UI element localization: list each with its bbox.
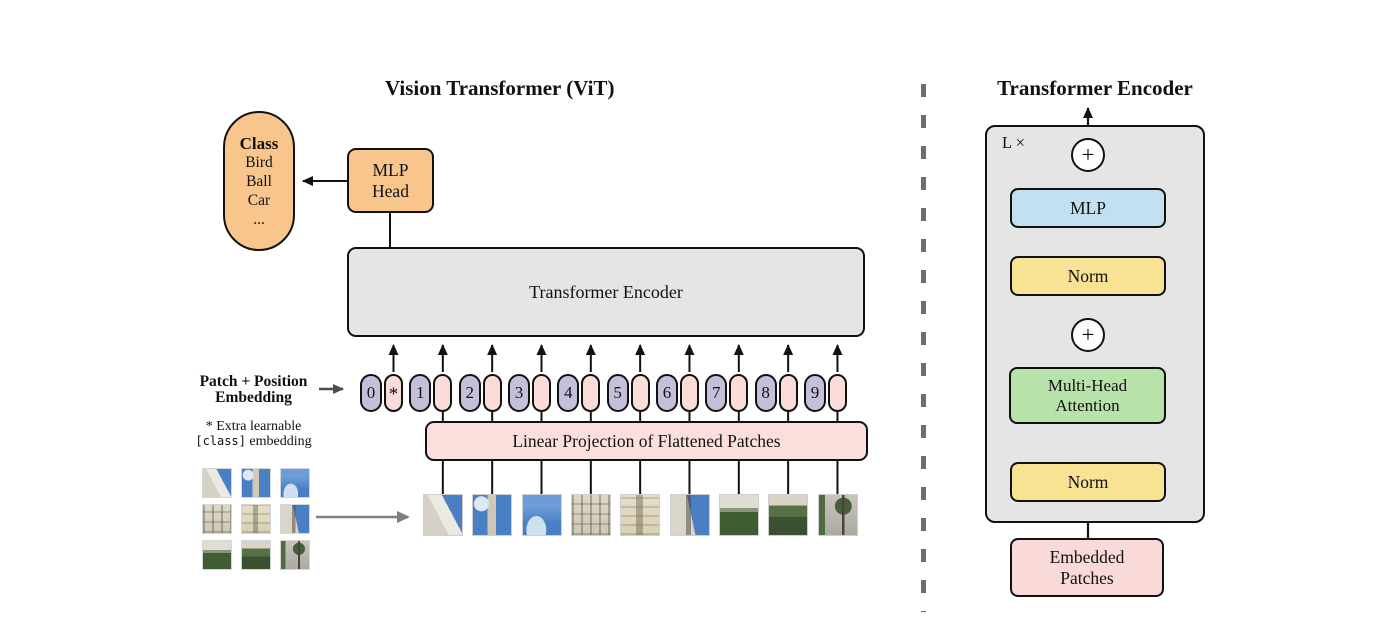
- left-panel-title: Vision Transformer (ViT): [385, 76, 615, 100]
- position-embedding-pill: 0: [360, 374, 382, 412]
- mlp-block: MLP: [1010, 188, 1166, 228]
- footnote-line2: [class] embedding: [195, 434, 312, 449]
- patch-embedding-pill: [630, 374, 650, 412]
- token-pair-4: 4: [557, 374, 601, 412]
- mlp-head-line2: Head: [372, 180, 409, 201]
- class-pill-item: Bird: [245, 153, 273, 171]
- token-pair-6: 6: [656, 374, 699, 412]
- loop-count-label: L ×: [1002, 133, 1025, 152]
- grid-cell-facade-windows: [202, 504, 232, 534]
- residual-add-top: +: [1071, 138, 1105, 172]
- patch-embedding-pill: [581, 374, 601, 412]
- image-patch-tower-sky: [472, 494, 513, 536]
- position-embedding-pill: 7: [705, 374, 728, 412]
- token-pair-1: 1: [409, 374, 453, 412]
- image-patch-garden-building: [718, 494, 759, 536]
- class-pill-item: Car: [247, 191, 271, 209]
- residual-add-bottom: +: [1071, 318, 1105, 352]
- image-patch-facade-windows: [570, 494, 611, 536]
- patch-embedding-pill: [482, 374, 502, 412]
- token-pair-3: 3: [508, 374, 551, 412]
- patch-position-embedding-label: Patch + Position Embedding: [199, 373, 308, 406]
- embedded-patches-box: Embedded Patches: [1010, 538, 1164, 597]
- grid-cell-building-corner-sky: [202, 468, 232, 498]
- position-embedding-pill: 2: [458, 374, 481, 412]
- grid-cell-facade-tower: [241, 504, 271, 534]
- mlp-head-box: MLP Head: [347, 148, 434, 213]
- class-token-code: [class]: [195, 434, 246, 448]
- position-embedding-pill: 5: [606, 374, 629, 412]
- image-patch-hedge-building: [768, 494, 809, 536]
- patch-embedding-pill: [433, 374, 453, 412]
- patch-embedding-pill: [532, 374, 551, 412]
- patch-embedding-pill: [729, 374, 749, 412]
- right-panel-title: Transformer Encoder: [997, 76, 1193, 100]
- multi-head-attention-block: Multi-Head Attention: [1009, 367, 1166, 424]
- grid-cell-tower-sky: [241, 468, 271, 498]
- token-pair-8: 8: [754, 374, 798, 412]
- norm-block-bottom: Norm: [1010, 462, 1166, 502]
- grid-cell-garden-building: [202, 540, 232, 570]
- transformer-encoder-label: Transformer Encoder: [529, 281, 683, 302]
- patch-embedding-pill: [778, 374, 798, 412]
- dashed-divider: [921, 84, 926, 612]
- token-pair-2: 2: [458, 374, 502, 412]
- linear-projection-box: Linear Projection of Flattened Patches: [425, 421, 868, 461]
- position-embedding-pill: 4: [557, 374, 580, 412]
- transformer-encoder-box: Transformer Encoder: [347, 247, 865, 337]
- class-pill-items: Bird Ball Car...: [245, 153, 273, 229]
- linear-projection-label: Linear Projection of Flattened Patches: [512, 430, 781, 451]
- image-patch-facade-tower: [620, 494, 661, 536]
- token-pair-0: 0 *: [360, 374, 403, 412]
- image-patch-building-sky: [669, 494, 710, 536]
- patch-embedding-pill: *: [384, 374, 403, 412]
- class-pill-item: ...: [253, 210, 265, 228]
- patch-embedding-pill: [680, 374, 699, 412]
- grid-cell-hedge-building: [241, 540, 271, 570]
- grid-cell-building-sky: [280, 504, 310, 534]
- image-patch-sky: [521, 494, 562, 536]
- footnote-line1: * Extra learnable: [205, 419, 302, 434]
- norm-block-top: Norm: [1010, 256, 1166, 296]
- class-pill-item: Ball: [246, 172, 272, 190]
- token-pair-7: 7: [705, 374, 749, 412]
- grid-cell-street-tree: [280, 540, 310, 570]
- grid-cell-sky: [280, 468, 310, 498]
- patch-embedding-pill: [828, 374, 847, 412]
- class-embedding-footnote: * Extra learnable [class] embedding: [177, 419, 330, 449]
- mlp-head-line1: MLP: [372, 159, 409, 180]
- token-pair-5: 5: [606, 374, 650, 412]
- class-pill-heading: Class: [239, 133, 279, 153]
- image-patch-street-tree: [817, 494, 858, 536]
- position-embedding-pill: 6: [656, 374, 678, 412]
- position-embedding-pill: 1: [409, 374, 432, 412]
- image-patch-building-corner-sky: [422, 494, 463, 536]
- position-embedding-pill: 8: [754, 374, 777, 412]
- token-pair-9: 9: [804, 374, 847, 412]
- position-embedding-pill: 9: [804, 374, 826, 412]
- position-embedding-pill: 3: [508, 374, 530, 412]
- class-output-pill: Class Bird Ball Car...: [223, 111, 295, 251]
